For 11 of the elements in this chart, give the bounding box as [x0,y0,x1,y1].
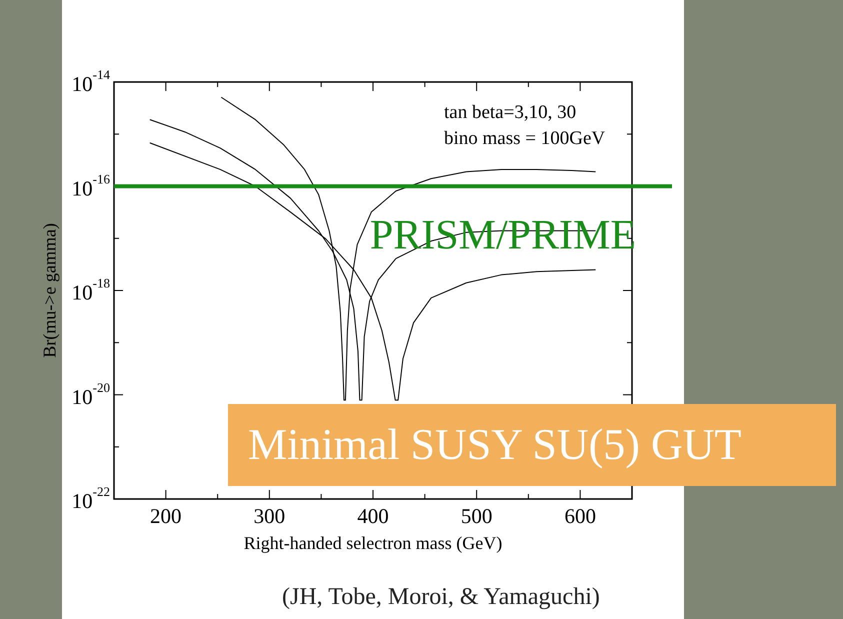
x-tick-label: 400 [357,504,389,528]
x-tick-label: 600 [564,504,596,528]
text: (JH, Tobe, Moroi, & Yamaguchi) [282,584,600,611]
y-axis-title: Br(mu->e gamma) [40,223,60,358]
annotation: Minimal SUSY SU(5) GUT [228,404,836,486]
x-tick-label: 200 [150,504,182,528]
annotation: tan beta=3,10, 30 [444,102,576,123]
x-tick-label: 300 [254,504,286,528]
x-tick-label: 500 [460,504,492,528]
x-axis-title: Right-handed selectron mass (GeV) [244,532,502,553]
annotation: bino mass = 100GeV [444,128,606,149]
